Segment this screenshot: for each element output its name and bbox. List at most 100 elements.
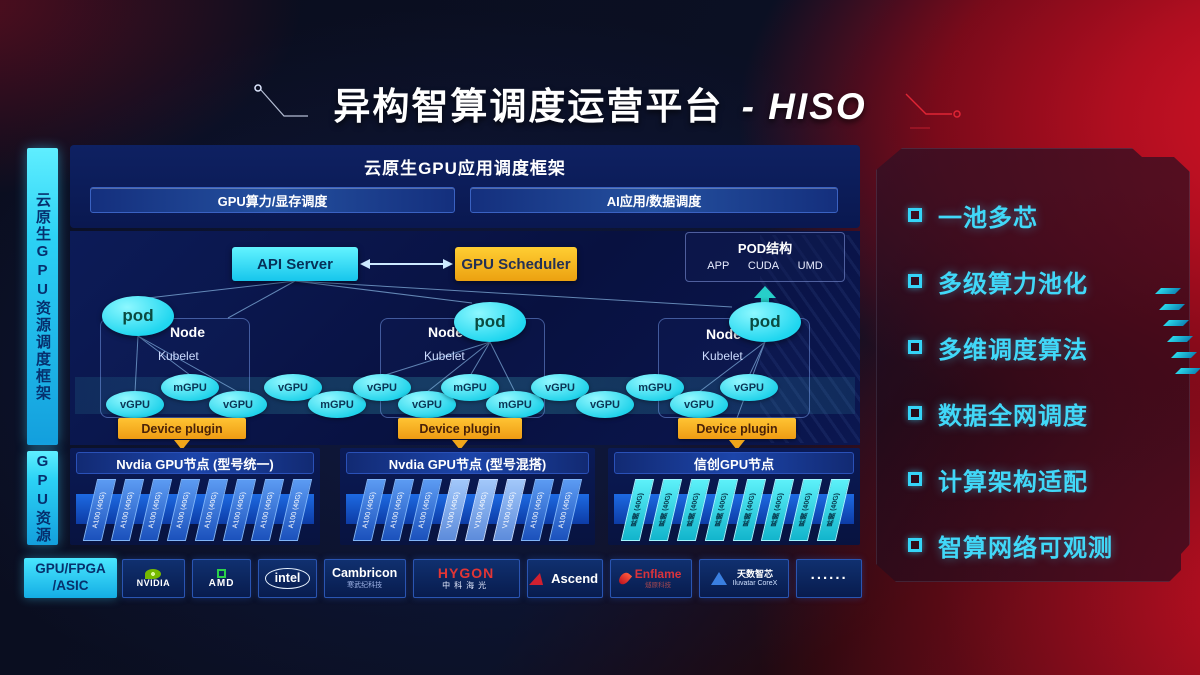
hygon-chinese-name: 中科海光 [442, 581, 491, 591]
gpu-card: 昇腾 (40G) [676, 479, 711, 541]
feature-bullet-icon [908, 340, 922, 354]
gpu-card-label: 昇腾 (40G) [741, 493, 757, 527]
gpu-card-label: A100 (40G) [417, 491, 434, 529]
gpu-card: 昇腾 (40G) [704, 479, 739, 541]
pod-structure-item: APP [707, 260, 730, 272]
more-vendors-dots: ...... [810, 565, 848, 583]
gpu-unit-ellipse: mGPU [161, 374, 219, 401]
vendor-logo-cambricon: Cambricon 寒武纪科技 [323, 559, 406, 598]
feature-item: 多维调度算法 [908, 314, 1113, 380]
iluvatar-chinese-name: 天数智芯 [736, 568, 773, 579]
feature-item: 多级算力池化 [908, 248, 1113, 314]
feature-label: 智算网络可观测 [938, 534, 1113, 562]
vendor-logo-dots: ...... [796, 559, 862, 598]
gpu-compute-memory-bar: GPU算力/显存调度 [90, 187, 455, 213]
feature-bullet-icon [908, 208, 922, 222]
gpu-card-label: 昇腾 (40G) [657, 493, 673, 527]
feature-item: 智算网络可观测 [908, 512, 1113, 578]
gpu-card: V100 (40G) [436, 479, 471, 541]
amd-logo: AMD [209, 568, 235, 589]
gpu-card-label: V100 (40G) [501, 491, 518, 529]
gpu-unit-ellipse: vGPU [720, 374, 778, 401]
feature-list: 一池多芯 多级算力池化 多维调度算法 数据全网调度 计算架构适配 智算网络可观测 [908, 182, 1113, 578]
device-plugin-arrow-icon [729, 440, 745, 450]
enflame-wordmark: Enflame [634, 567, 682, 582]
gpu-card-row: A100 (40G) A100 (40G) A100 (40G) A100 (40G)… [82, 479, 313, 541]
device-plugin-box: Device plugin [678, 418, 796, 439]
device-plugin-box: Device plugin [118, 418, 246, 439]
vendor-logo-amd: AMD [191, 559, 252, 598]
enflame-text: Enflame 燧原科技 [634, 567, 682, 589]
gpu-card-label: 昇腾 (40G) [629, 493, 645, 527]
vendor-strip: NVIDIA AMD intel Cambricon 寒武纪科技 HYGON 中科海光 Asc… [122, 559, 862, 598]
enflame-chinese-name: 燧原科技 [645, 581, 672, 589]
amd-mark-icon [217, 568, 227, 578]
pod-ellipse: pod [729, 302, 801, 342]
pod-ellipse: pod [454, 302, 526, 342]
gpu-card-label: 昇腾 (40G) [797, 493, 813, 527]
pod-structure-box: POD结构 APP CUDA UMD [685, 232, 845, 282]
gpu-card-label: A100 (40G) [119, 491, 136, 529]
vendor-logo-hygon: HYGON 中科海光 [412, 559, 520, 598]
cambricon-logo: Cambricon 寒武纪科技 [331, 566, 398, 590]
feature-label: 一池多芯 [938, 204, 1038, 232]
feature-item: 数据全网调度 [908, 380, 1113, 446]
cambricon-chinese-name: 寒武纪科技 [347, 582, 383, 590]
pod-structure-items: APP CUDA UMD [686, 257, 844, 272]
gpu-card-label: A100 (40G) [147, 491, 164, 529]
gpu-card: 昇腾 (40G) [732, 479, 767, 541]
kubelet-label: Kubelet [424, 349, 465, 363]
ai-app-data-bar: AI应用/数据调度 [470, 187, 838, 213]
enflame-flame-icon [616, 570, 632, 587]
gpu-card-label: V100 (40G) [445, 491, 462, 529]
cambricon-wordmark: Cambricon [331, 566, 398, 581]
feature-label: 多维调度算法 [938, 336, 1088, 364]
feature-label: 多级算力池化 [938, 270, 1088, 298]
kubelet-label: Kubelet [702, 349, 743, 363]
gpu-card-label: A100 (40G) [529, 491, 546, 529]
gpu-card: A100 (40G) [166, 479, 201, 541]
sidebar-framework-label: 云原生GPU资源调度框架 [27, 148, 58, 445]
gpu-group-panel-uniform: Nvdia GPU节点 (型号统一) A100 (40G) A100 (40G) A… [70, 448, 320, 545]
circuit-decoration-left [254, 84, 308, 117]
gpu-unit-ellipse: vGPU [209, 391, 267, 418]
nvidia-eye-icon [145, 568, 162, 579]
gpu-unit-ellipse: mGPU [486, 391, 544, 418]
iluvatar-text: 天数智芯 Iluvatar CoreX [733, 568, 778, 588]
pod-structure-item: UMD [797, 260, 823, 272]
hygon-wordmark: HYGON [437, 564, 495, 581]
gpu-card: V100 (40G) [464, 479, 499, 541]
vendor-logo-enflame: Enflame 燧原科技 [609, 559, 692, 598]
ascend-triangle-icon [529, 572, 548, 585]
sidebar-gpu-resource-label: GPU资源 [27, 451, 58, 545]
gpu-unit-ellipse: mGPU [441, 374, 499, 401]
feature-item: 一池多芯 [908, 182, 1113, 248]
gpu-card: A100 (40G) [380, 479, 415, 541]
gpu-card-label: A100 (40G) [361, 491, 378, 529]
feature-bullet-icon [908, 274, 922, 288]
vendor-logo-ascend: Ascend [526, 559, 603, 598]
gpu-card: 昇腾 (40G) [760, 479, 795, 541]
feature-bullet-icon [908, 472, 922, 486]
gpu-card-label: 昇腾 (40G) [685, 493, 701, 527]
gpu-card-label: A100 (40G) [259, 491, 276, 529]
gpu-unit-ellipse: vGPU [576, 391, 634, 418]
ascend-wordmark: Ascend [551, 571, 599, 586]
page-title: 异构智算调度运营平台 - HISO [0, 76, 1200, 130]
node-label: Node [428, 324, 463, 340]
hygon-logo: HYGON 中科海光 [437, 564, 495, 591]
gpu-unit-ellipse: vGPU [106, 391, 164, 418]
gpu-scheduler-box: GPU Scheduler [455, 247, 577, 281]
gpu-card-row: A100 (40G) A100 (40G) A100 (40G) V100 (40G)… [352, 479, 583, 541]
iluvatar-triangle-icon [710, 572, 727, 585]
pod-structure-title: POD结构 [737, 241, 793, 256]
gpu-unit-ellipse: vGPU [353, 374, 411, 401]
pod-ellipse: pod [102, 296, 174, 336]
nvidia-logo: NVIDIA [137, 568, 171, 589]
gpu-group-panel-xinchuang: 信创GPU节点 昇腾 (40G) 昇腾 (40G) 昇腾 (40G) 昇腾 (40G)… [608, 448, 860, 545]
feature-bullet-icon [908, 538, 922, 552]
device-plugin-arrow-icon [452, 440, 468, 450]
gpu-unit-ellipse: vGPU [670, 391, 728, 418]
page-title-suffix: - HISO [741, 86, 867, 127]
